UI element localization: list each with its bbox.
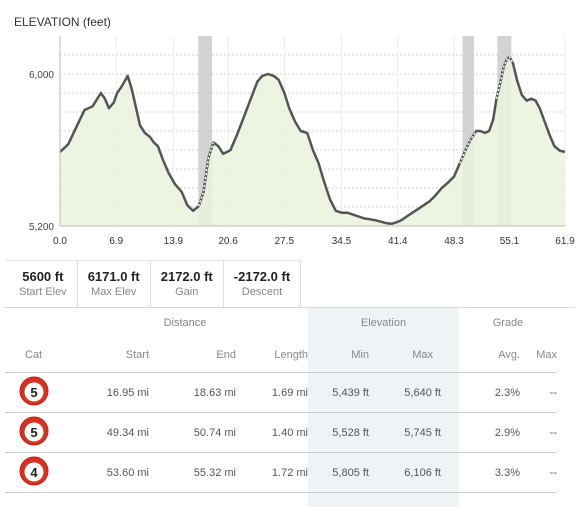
group-distance: Distance bbox=[163, 317, 207, 329]
category-value: 5 bbox=[30, 385, 37, 400]
elevation-area bbox=[60, 56, 565, 227]
cell-avg: 2.3% bbox=[459, 372, 520, 413]
stat-value: 2172.0 ft bbox=[160, 269, 213, 284]
header-length[interactable]: Length bbox=[236, 338, 308, 373]
y-axis-ticks: 6,000 5,200 bbox=[29, 70, 54, 233]
cell-avg: 2.9% bbox=[459, 412, 520, 453]
stat-label: Gain bbox=[175, 286, 199, 298]
climb-category-icon: 4 bbox=[18, 455, 50, 490]
header-max[interactable]: Max bbox=[369, 338, 459, 373]
cell-min: 5,528 ft bbox=[308, 412, 369, 453]
chart-axes bbox=[59, 36, 565, 227]
cell-start: 16.95 mi bbox=[62, 372, 149, 413]
y-tick-label: 6,000 bbox=[29, 70, 54, 81]
cell-max: 5,745 ft bbox=[369, 412, 459, 453]
stat-max-elev: 6171.0 ft Max Elev bbox=[78, 261, 151, 307]
cat-cell: 5 bbox=[5, 412, 62, 453]
cell-min: 5,805 ft bbox=[308, 452, 369, 493]
header-avg[interactable]: Avg. bbox=[459, 338, 520, 373]
header-cat[interactable]: Cat bbox=[5, 338, 62, 373]
x-tick-label: 48.3 bbox=[444, 236, 464, 247]
climb-line-overlay bbox=[197, 142, 215, 207]
category-value: 4 bbox=[30, 465, 38, 480]
cell-min: 5,439 ft bbox=[308, 372, 369, 413]
cell-grade-max: -- bbox=[520, 452, 557, 493]
x-tick-label: 27.5 bbox=[275, 236, 295, 247]
cell-grade-max: -- bbox=[520, 372, 557, 413]
climb-line-overlays bbox=[197, 55, 514, 207]
table-row[interactable]: 4 53.60 mi 55.32 mi 1.72 mi 5,805 ft 6,1… bbox=[5, 452, 557, 493]
cell-length: 1.40 mi bbox=[236, 412, 308, 453]
x-tick-label: 41.4 bbox=[388, 236, 408, 247]
x-tick-label: 61.9 bbox=[555, 236, 575, 247]
table-row[interactable]: 5 49.34 mi 50.74 mi 1.40 mi 5,528 ft 5,7… bbox=[5, 412, 557, 453]
header-start[interactable]: Start bbox=[62, 338, 149, 373]
header-grade-max[interactable]: Max bbox=[520, 338, 557, 373]
x-tick-label: 20.6 bbox=[218, 236, 238, 247]
cell-avg: 3.3% bbox=[459, 452, 520, 493]
stat-value: 6171.0 ft bbox=[87, 269, 140, 284]
cell-grade-max: -- bbox=[520, 412, 557, 453]
stat-label: Max Elev bbox=[91, 286, 137, 298]
cell-length: 1.72 mi bbox=[236, 452, 308, 493]
stat-gain: 2172.0 ft Gain bbox=[151, 261, 224, 307]
cell-start: 53.60 mi bbox=[62, 452, 149, 493]
climbs-table: Distance Elevation Grade Cat Start End L… bbox=[5, 308, 557, 507]
x-tick-label: 13.9 bbox=[164, 236, 184, 247]
climbs-panel: Distance Elevation Grade Cat Start End L… bbox=[5, 307, 575, 507]
elevation-line bbox=[59, 55, 566, 225]
climb-highlight-band bbox=[462, 36, 474, 226]
climb-line-overlay bbox=[459, 130, 477, 164]
cat-cell: 4 bbox=[5, 452, 62, 493]
stat-value: 5600 ft bbox=[22, 269, 64, 284]
x-tick-label: 55.1 bbox=[500, 236, 520, 247]
cell-end: 50.74 mi bbox=[149, 412, 236, 453]
group-grade: Grade bbox=[492, 317, 524, 329]
category-value: 5 bbox=[30, 425, 37, 440]
elevation-chart[interactable]: 6,000 5,200 0.0 6.9 13.9 20.6 27.5 34.5 41.4 48.… bbox=[0, 0, 581, 255]
climb-line-overlay bbox=[495, 55, 514, 99]
stat-start-elev: 5600 ft Start Elev bbox=[5, 261, 78, 307]
header-min[interactable]: Min bbox=[308, 338, 369, 373]
y-tick-label: 5,200 bbox=[29, 222, 54, 233]
cell-start: 49.34 mi bbox=[62, 412, 149, 453]
x-tick-label: 6.9 bbox=[109, 236, 123, 247]
climb-category-icon: 5 bbox=[18, 415, 50, 450]
group-elevation: Elevation bbox=[308, 308, 459, 338]
cell-max: 5,640 ft bbox=[369, 372, 459, 413]
chart-title: ELEVATION (feet) bbox=[14, 15, 111, 29]
table-row[interactable]: 5 16.95 mi 18.63 mi 1.69 mi 5,439 ft 5,6… bbox=[5, 372, 557, 413]
cell-max: 6,106 ft bbox=[369, 452, 459, 493]
stat-label: Descent bbox=[241, 286, 283, 298]
stat-descent: -2172.0 ft Descent bbox=[224, 261, 302, 307]
cell-length: 1.69 mi bbox=[236, 372, 308, 413]
stat-value: -2172.0 ft bbox=[233, 269, 291, 284]
header-end[interactable]: End bbox=[149, 338, 236, 373]
x-tick-label: 0.0 bbox=[53, 236, 67, 247]
summary-stats: 5600 ft Start Elev 6171.0 ft Max Elev 21… bbox=[5, 260, 302, 307]
x-axis-ticks: 0.0 6.9 13.9 20.6 27.5 34.5 41.4 48.3 55.1 61.9 bbox=[53, 236, 575, 247]
cell-end: 55.32 mi bbox=[149, 452, 236, 493]
x-tick-label: 34.5 bbox=[332, 236, 352, 247]
cell-end: 18.63 mi bbox=[149, 372, 236, 413]
cat-cell: 5 bbox=[5, 372, 62, 413]
stat-label: Start Elev bbox=[19, 286, 67, 298]
climb-category-icon: 5 bbox=[18, 375, 50, 410]
